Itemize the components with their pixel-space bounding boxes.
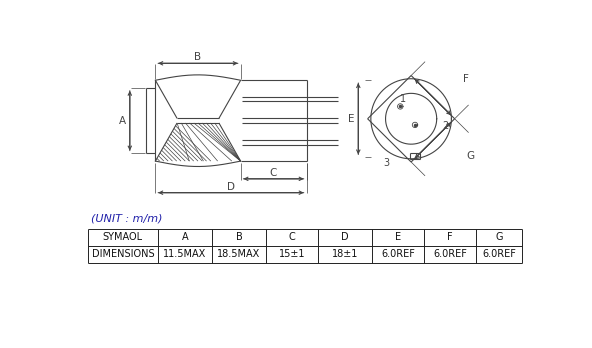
Text: 15±1: 15±1	[279, 249, 305, 259]
Text: A: A	[118, 116, 126, 126]
Text: G: G	[466, 151, 474, 161]
Text: 6.0REF: 6.0REF	[482, 249, 516, 259]
Text: C: C	[270, 168, 277, 178]
Text: 6.0REF: 6.0REF	[381, 249, 415, 259]
Text: 11.5MAX: 11.5MAX	[163, 249, 207, 259]
Text: B: B	[194, 52, 201, 62]
Text: E: E	[395, 232, 401, 242]
Text: E: E	[348, 114, 355, 124]
Text: (UNIT : m/m): (UNIT : m/m)	[91, 214, 163, 224]
Text: F: F	[464, 74, 469, 84]
Text: D: D	[227, 182, 235, 191]
Text: F: F	[448, 232, 453, 242]
Text: D: D	[342, 232, 349, 242]
Text: 2: 2	[442, 121, 448, 132]
Text: 18.5MAX: 18.5MAX	[217, 249, 260, 259]
Text: C: C	[289, 232, 295, 242]
Text: B: B	[236, 232, 243, 242]
Text: 3: 3	[383, 158, 390, 168]
Text: A: A	[182, 232, 188, 242]
Text: DIMENSIONS: DIMENSIONS	[92, 249, 154, 259]
Text: 1: 1	[400, 94, 407, 104]
Text: SYMAOL: SYMAOL	[103, 232, 143, 242]
Text: 6.0REF: 6.0REF	[433, 249, 467, 259]
Text: G: G	[496, 232, 503, 242]
Text: 18±1: 18±1	[332, 249, 358, 259]
